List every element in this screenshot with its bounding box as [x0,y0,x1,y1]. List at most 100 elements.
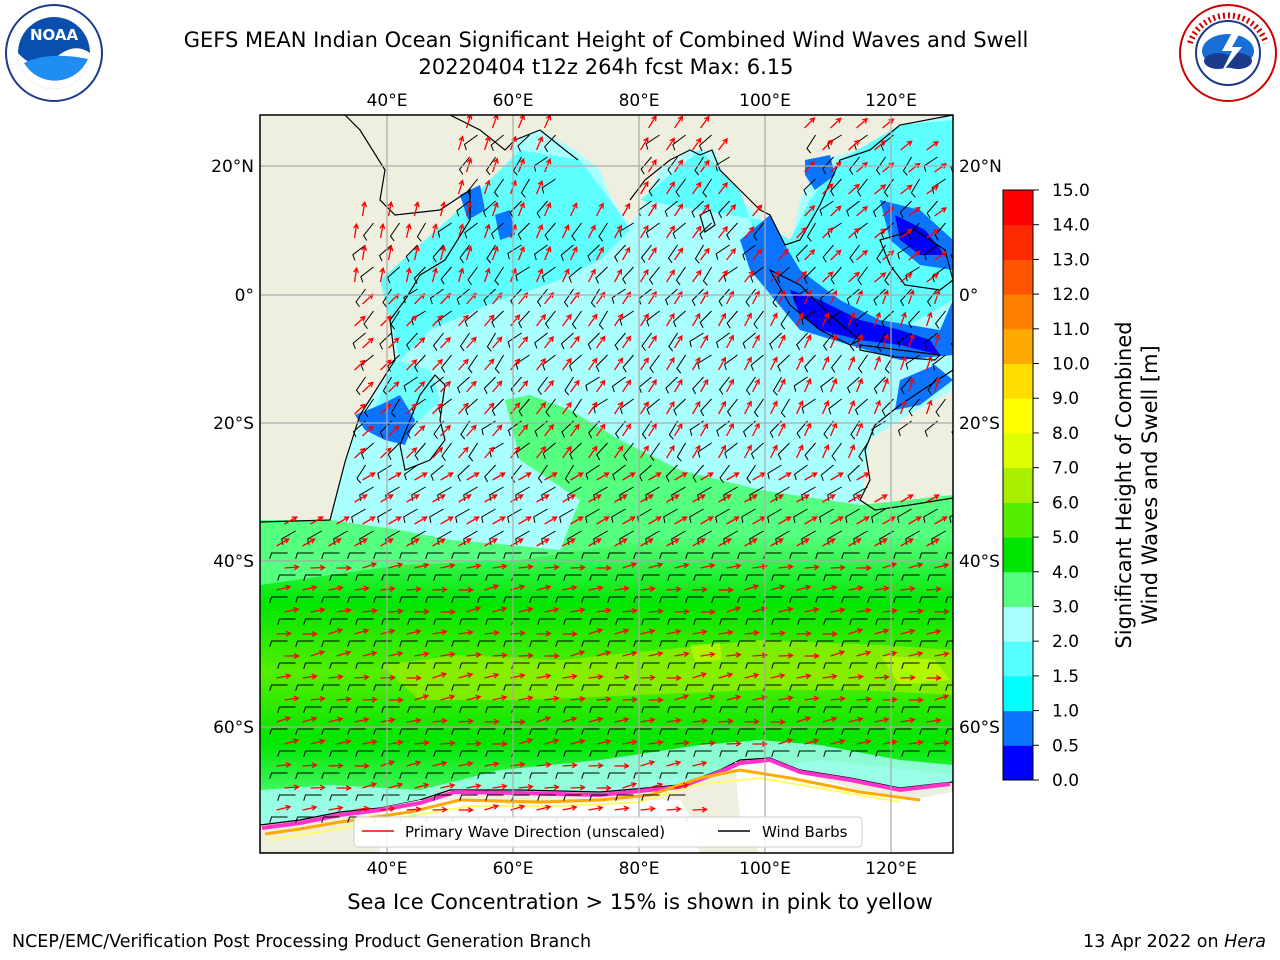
colorbar-segment [1003,432,1033,469]
wave-direction-arrow [432,358,444,371]
wave-direction-arrow [518,516,532,525]
wind-barb [494,354,504,374]
wind-barb [477,772,496,779]
wind-barb [295,596,314,603]
wave-legend-label: Primary Wave Direction (unscaled) [405,823,665,841]
wind-barb [689,332,704,348]
wind-barb [607,728,626,735]
wind-barb [403,288,418,304]
wind-barb [648,178,660,197]
wave-direction-arrow [518,424,529,437]
wind-barb [459,662,478,669]
wave-direction-arrow [856,117,869,129]
noaa-logo-text: NOAA [30,26,79,44]
wave-direction-arrow [778,652,794,659]
wave-direction-arrow [744,270,755,283]
wind-barb [871,420,886,436]
wind-barb [425,640,444,647]
wind-barb [381,706,400,713]
wave-direction-arrow [387,200,394,217]
wave-direction-arrow [328,762,344,769]
wind-barb [269,816,288,823]
wave-direction-arrow [518,738,534,745]
wind-barb [945,640,953,647]
wind-barb [668,420,678,440]
wind-barb [737,552,756,559]
wave-direction-arrow [770,538,784,547]
wave-direction-arrow [796,716,812,723]
wind-barb [595,354,608,372]
wind-barb [931,266,946,283]
wind-barb [611,508,626,523]
wind-barb [726,310,738,329]
wind-barb [363,310,374,330]
wind-barb [724,442,738,459]
wave-direction-arrow [614,445,624,459]
wind-barb [433,750,452,757]
wave-direction-arrow [587,224,596,239]
wave-direction-arrow [406,629,422,635]
wind-barb [503,772,522,779]
wind-barb [659,640,678,647]
wave-direction-arrow [413,245,420,261]
wind-barb [875,706,894,713]
wave-direction-arrow [388,782,404,789]
wind-barb [529,552,548,559]
wind-barb [750,266,764,283]
wave-direction-arrow [518,783,534,790]
wind-barb [699,310,712,328]
wave-direction-arrow [622,782,638,789]
wind-barb [931,178,946,194]
wave-direction-arrow [432,446,444,459]
wind-barb [485,618,504,625]
wave-direction-arrow [284,695,300,702]
wave-direction-arrow [432,586,448,593]
wave-direction-arrow [952,544,953,547]
wind-barb [351,508,366,523]
wave-direction-arrow [856,249,869,261]
wind-barb [693,574,712,581]
wind-barb [719,618,738,625]
wave-direction-arrow [803,378,812,393]
wave-direction-arrow [362,516,376,525]
map-frame [259,114,954,854]
wave-direction-arrow [674,608,690,615]
wave-direction-arrow [934,516,948,525]
wind-barb [277,750,296,757]
wave-direction-arrow [517,115,525,129]
wave-direction-arrow [900,184,913,195]
wave-direction-arrow [666,538,680,547]
wave-direction-arrow [440,783,456,789]
wave-direction-arrow [744,718,760,725]
wave-direction-arrow [848,538,862,547]
wave-direction-arrow [614,538,628,547]
wave-direction-arrow [961,517,973,524]
wave-direction-arrow [588,313,598,327]
wave-direction-arrow [483,223,491,239]
wind-barb [269,552,288,559]
wave-direction-arrow [821,399,830,415]
wave-direction-arrow [562,585,578,591]
wind-barb [541,266,556,283]
wind-barb [685,552,704,559]
wave-direction-arrow [310,784,326,791]
wind-barb [776,266,790,284]
colorbar: 0.0 0.5 1.0 1.5 2.0 3.0 4.0 5.0 6.0 7.0 8.0 9.0 10.0… [1002,181,1090,791]
wave-direction-arrow [406,760,422,767]
wave-direction-arrow [769,356,778,371]
wave-direction-arrow [588,445,598,459]
wave-direction-arrow [362,696,378,703]
wave-direction-arrow [804,695,820,702]
lon-tick-bottom: 100°E [739,859,791,879]
wind-barb [373,728,392,735]
wind-barb [607,640,626,647]
wind-barb [373,552,392,559]
wave-direction-arrow [484,446,495,459]
colorbar-tick-label: 12.0 [1052,285,1090,305]
wave-direction-arrow [328,628,344,635]
wind-barb [742,420,756,438]
wind-barb [806,222,816,242]
wind-barb [373,596,392,603]
wind-barb [719,750,738,757]
wind-barb [901,618,920,625]
